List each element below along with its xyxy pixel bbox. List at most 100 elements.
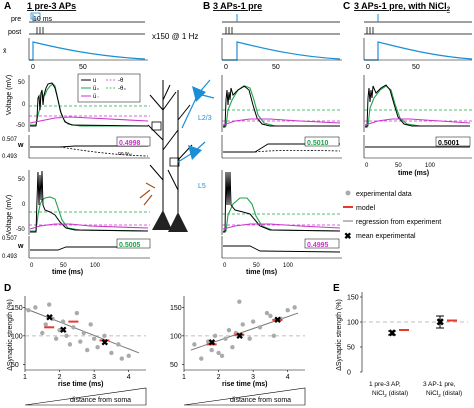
w-trace-a-top bbox=[30, 145, 148, 148]
legend-experimental: experimental data bbox=[356, 191, 412, 198]
panel-letter-d: D bbox=[4, 283, 11, 294]
data-point bbox=[33, 305, 38, 310]
mean-marker: ✖ bbox=[208, 338, 216, 348]
cat1-line2-main: NiCl bbox=[372, 390, 385, 397]
cat2-line2-main: NiCl bbox=[426, 390, 439, 397]
pre-label: pre bbox=[11, 16, 21, 23]
cat2-line2-tail: (distal) bbox=[441, 390, 462, 397]
xbar-trace bbox=[29, 41, 146, 61]
l23-label: L2/3 bbox=[198, 115, 212, 122]
data-point bbox=[192, 342, 197, 347]
u-trace-b-top bbox=[223, 85, 340, 128]
data-point bbox=[247, 336, 252, 341]
w-trace-a-bottom bbox=[30, 246, 148, 251]
y-tick-label: 150 bbox=[347, 295, 359, 302]
legend-experimental-marker bbox=[345, 190, 351, 196]
xtick-a-50: 50 bbox=[60, 263, 67, 269]
distance-wedge-left bbox=[24, 387, 147, 406]
wtick-a-top-hi: 0.507 bbox=[2, 137, 18, 143]
wtick-a-top-lo: 0.493 bbox=[2, 154, 18, 160]
cat2-line2: NiCl2 (distal) bbox=[426, 390, 462, 398]
distance-label-left: distance from soma bbox=[70, 397, 131, 404]
data-point bbox=[268, 313, 273, 319]
data-point bbox=[47, 302, 52, 307]
panel-letter-e: E bbox=[333, 283, 340, 294]
data-point bbox=[53, 336, 59, 341]
w-value-a-top: 0.4998 bbox=[119, 140, 141, 147]
x-tick-label: 2 bbox=[58, 374, 62, 381]
u-trace-a-bottom bbox=[30, 170, 149, 233]
data-point bbox=[257, 325, 263, 330]
data-point bbox=[240, 322, 245, 327]
data-point bbox=[88, 322, 93, 327]
xbar-trace-b bbox=[222, 41, 341, 61]
x-tick-label: 4 bbox=[286, 374, 290, 381]
post-label: post bbox=[8, 29, 21, 36]
w-value-b-top: 0.5010 bbox=[307, 140, 329, 147]
data-point bbox=[50, 316, 55, 321]
distance-wedge-right bbox=[183, 387, 306, 406]
voltage-axis-label-a-top: Voltage (mV) bbox=[6, 75, 13, 115]
xbar-tick-0: 0 bbox=[31, 64, 35, 71]
ubar-plus-trace-b-bottom bbox=[223, 197, 341, 232]
w-trace-b-bottom bbox=[223, 245, 341, 253]
panel-e: E ΔSynaptic strength (%) 0 50 100 150 ✖ ✖ 1 p… bbox=[333, 283, 468, 398]
xtick-b-0: 0 bbox=[223, 263, 227, 269]
ubar-minus-trace-c bbox=[364, 118, 471, 126]
mean-marker: ✖ bbox=[236, 331, 244, 341]
ubar-minus-trace-b-bottom bbox=[222, 223, 341, 230]
voltage-axis-label-a-bottom: Voltage (mV) bbox=[6, 195, 13, 235]
distal-input bbox=[139, 182, 156, 206]
panel-c: C 3 APs-1 pre, with NiCl2 0 50 0.5001 0 … bbox=[343, 1, 473, 177]
mean-marker: ✖ bbox=[436, 318, 444, 329]
data-point bbox=[67, 342, 73, 347]
w-noveto-trace-b-top bbox=[254, 149, 341, 153]
xtick-a-100: 100 bbox=[90, 263, 101, 269]
x-tick-label: 1 bbox=[23, 374, 27, 381]
w-label-a-bottom: w bbox=[17, 243, 24, 250]
xtick-b-50: 50 bbox=[253, 263, 260, 269]
cat2-line2-sub: 2 bbox=[438, 393, 441, 398]
y-tick-label: 50 bbox=[11, 362, 19, 369]
no-w-label: no wₓₒ bbox=[118, 151, 132, 157]
legend-mean: mean experimental bbox=[356, 233, 416, 240]
data-point bbox=[199, 356, 204, 361]
xlabel-d-right: rise time (ms) bbox=[222, 381, 268, 388]
y-tick-label: 150 bbox=[170, 305, 182, 312]
data-point bbox=[212, 333, 218, 339]
panel-a-title: 1 pre-3 APs bbox=[27, 1, 76, 11]
w-value-c: 0.5001 bbox=[438, 140, 460, 147]
xlabel-b: time (ms) bbox=[246, 269, 277, 276]
data-point bbox=[216, 350, 221, 356]
data-point bbox=[226, 327, 232, 333]
ytick-a-top-0: 0 bbox=[22, 102, 26, 108]
w-value-box-a-bottom bbox=[116, 238, 151, 249]
panel-c-title: 3 APs-1 pre, with NiCl2 bbox=[354, 1, 451, 13]
data-point bbox=[264, 310, 270, 316]
u-trace-b-bottom bbox=[223, 171, 341, 233]
legend-ubar-plus: ū₊ bbox=[93, 86, 100, 92]
panel-letter-a: A bbox=[4, 1, 11, 12]
legend-model: model bbox=[356, 205, 376, 212]
xbar-label: x̄ bbox=[3, 48, 7, 55]
l23-soma bbox=[192, 86, 206, 102]
w-value-b-bottom: 0.4995 bbox=[307, 242, 329, 249]
data-point bbox=[219, 353, 225, 358]
panel-letter-c: C bbox=[343, 1, 350, 12]
xtick-c-100: 100 bbox=[425, 163, 436, 169]
wtick-a-bottom-hi: 0.507 bbox=[2, 236, 18, 242]
data-point bbox=[57, 327, 62, 333]
xtick-c-0: 0 bbox=[365, 163, 369, 169]
l23-soma-2 bbox=[188, 145, 202, 160]
data-point bbox=[223, 336, 228, 341]
xbar-trace-c bbox=[364, 41, 473, 61]
ylabel-e: ΔSynaptic strength (%) bbox=[336, 299, 343, 371]
xbar-tick-50: 50 bbox=[79, 64, 87, 71]
mean-marker: ✖ bbox=[274, 315, 282, 325]
ubar-minus-trace-a-bottom bbox=[29, 223, 149, 230]
data-point bbox=[102, 333, 107, 339]
xbar-tick-b-0: 0 bbox=[224, 64, 228, 71]
xbar-tick-c-0: 0 bbox=[366, 64, 370, 71]
mean-marker: ✖ bbox=[46, 313, 54, 323]
l5-soma-2 bbox=[168, 212, 188, 232]
